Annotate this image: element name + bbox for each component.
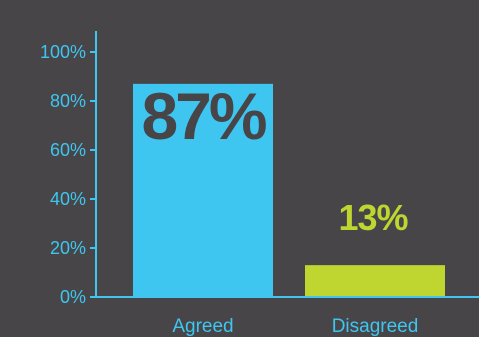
y-tick-label: 40% [50,189,86,209]
data-labels: 87% 13% [141,79,409,238]
bar-disagreed [305,265,445,297]
y-tick-label: 60% [50,140,86,160]
x-axis-categories: Agreed Disagreed [172,316,418,337]
data-label-disagreed: 13% [338,197,408,238]
axes [95,31,479,298]
data-label-agreed: 87% [141,79,265,153]
bars [133,83,445,297]
x-category-label: Agreed [172,316,233,337]
bar-agreed [133,83,273,297]
x-category-label: Disagreed [332,316,419,337]
y-axis-ticks: 0% 20% 40% 60% 80% 100% [40,42,96,307]
y-tick-label: 20% [50,238,86,258]
y-tick-label: 100% [40,42,86,62]
y-tick-label: 0% [60,287,86,307]
y-tick-label: 80% [50,91,86,111]
